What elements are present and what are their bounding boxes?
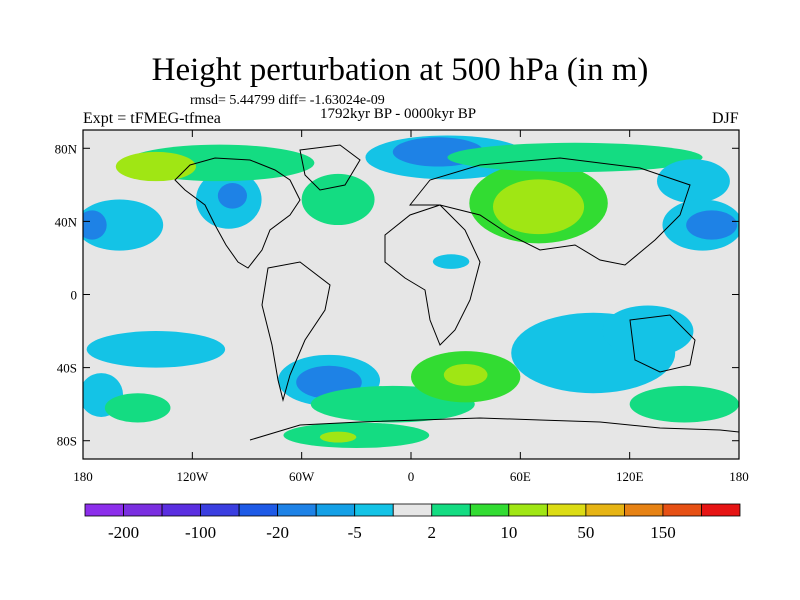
colorbar-swatch [546,503,587,517]
region-asia-high-core [493,179,585,235]
region-n-pacific-core [83,210,107,240]
coastline-north-america [174,157,301,269]
colorbar-label: 50 [577,523,594,542]
region-s-pacific-east-green [104,393,171,423]
colorbar-label: -200 [108,523,139,542]
y-tick-label: 0 [71,288,78,303]
colorbar-label: 150 [650,523,676,542]
region-s-africa-core [443,363,488,386]
y-tick-label: 40S [57,361,77,376]
colorbar-swatch [701,503,741,517]
region-s-pacific-band [86,331,226,368]
coastline-eurasia [408,157,691,266]
y-tick-label: 80S [57,434,77,449]
colorbar-swatch [508,503,548,517]
colorbar-swatch [277,503,317,517]
coastlines [174,144,739,441]
colorbar-label: 2 [428,523,437,542]
x-tick-label: 60E [510,469,531,484]
period-label: 1792kyr BP - 0000kyr BP [320,106,477,122]
region-w-pacific-core [686,210,738,240]
season-label: DJF [712,110,739,127]
colorbar-label: -5 [348,523,362,542]
colorbar-swatch [585,503,625,517]
x-tick-label: 120W [176,469,209,484]
colorbar-swatch [200,503,240,517]
colorbar-swatch [84,503,124,517]
colorbar-swatch [161,503,201,517]
coastline-south-america [261,261,331,402]
colorbar-swatch [392,503,433,517]
region-australia-low [602,305,694,357]
colorbar: -200 -100 -20 -5 2 10 50 150 [84,503,741,542]
x-axis: 180 120W 60W 0 60E 120E 180 [73,130,749,484]
y-tick-label: 80N [55,141,78,156]
colorbar-label: -100 [185,523,216,542]
experiment-label: Expt = tFMEG-tfmea [83,110,221,127]
x-tick-label: 120E [616,469,644,484]
anomaly-regions [83,135,739,449]
colorbar-swatch [662,503,702,517]
x-tick-label: 180 [729,469,749,484]
region-africa-low [432,254,470,269]
colorbar-label: -20 [266,523,289,542]
colorbar-swatch [469,503,510,517]
colorbar-swatch [431,503,471,517]
colorbar-swatch [354,503,394,517]
colorbar-label: 10 [500,523,517,542]
x-tick-label: 60W [289,469,315,484]
region-greenland-high [115,151,196,182]
colorbar-swatch [123,503,163,517]
coastline-greenland [299,144,361,191]
x-tick-label: 0 [408,469,415,484]
region-n-america-core [217,183,247,209]
y-tick-label: 40N [55,214,78,229]
region-n-pacific-low [83,199,164,251]
colorbar-swatch [238,503,279,517]
y-axis: 80N 40N 0 40S 80S [55,141,739,449]
region-antarctic-core [319,431,357,443]
region-s-ocean-east [629,385,739,423]
coastline-australia [629,314,696,373]
colorbar-swatch [624,503,664,517]
region-far-east-band [657,159,730,204]
chart-title: Height perturbation at 500 hPa (in m) [151,52,649,88]
region-mid-arctic-band [447,142,703,173]
region-antarctic-green [283,422,430,449]
x-tick-label: 180 [73,469,93,484]
coastline-antarctica [249,417,739,441]
colorbar-swatch [315,503,356,517]
region-n-atlantic-band [301,173,375,226]
stats-text: rmsd= 5.44799 diff= -1.63024e-09 [190,93,385,108]
